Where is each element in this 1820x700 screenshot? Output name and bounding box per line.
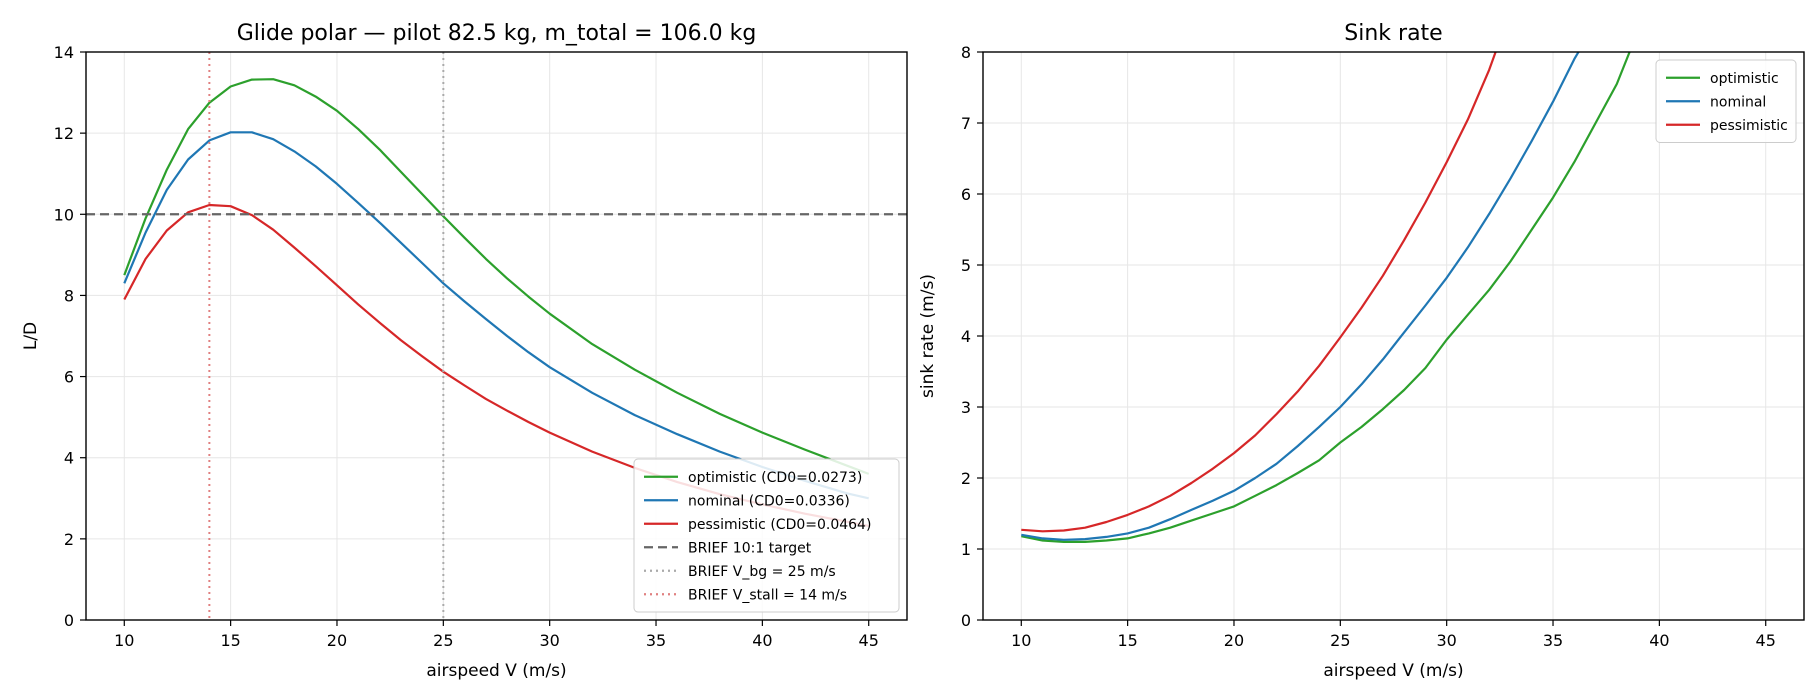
legend-entry: pessimistic <box>1710 118 1788 134</box>
legend-entry: optimistic (CD0=0.0273) <box>688 470 862 486</box>
legend-entry: optimistic <box>1710 71 1779 87</box>
legend-box <box>1655 59 1797 143</box>
x-tick-label: 20 <box>327 631 347 650</box>
y-tick-label: 12 <box>54 124 74 143</box>
glide-polar-chart: 10 15 20 25 30 35 40 45 0 2 4 6 8 10 12 14 Glide polar —… <box>21 21 908 681</box>
y-tick-label: 4 <box>64 449 74 468</box>
x-tick-label: 30 <box>1436 631 1456 650</box>
y-axis-label: L/D <box>21 322 41 350</box>
x-tick-label: 15 <box>1117 631 1137 650</box>
y-tick-label: 8 <box>961 43 971 62</box>
y-tick-label: 3 <box>961 398 971 417</box>
y-tick-label: 0 <box>961 611 971 630</box>
legend-entry: nominal (CD0=0.0336) <box>688 493 850 509</box>
chart-title: Sink rate <box>1344 21 1442 46</box>
axes-frame <box>85 51 908 621</box>
chart-title: Glide polar — pilot 82.5 kg, m_total = 1… <box>237 21 757 46</box>
y-tick-label: 6 <box>64 368 74 387</box>
y-tick-label: 2 <box>64 530 74 549</box>
y-tick-label: 14 <box>54 43 74 62</box>
y-tick-label: 6 <box>961 185 971 204</box>
legend-entry: BRIEF 10:1 target <box>688 540 812 556</box>
x-axis-label: airspeed V (m/s) <box>1323 661 1463 681</box>
series-line <box>1021 52 1631 544</box>
x-tick-label: 45 <box>1756 631 1776 650</box>
legend: optimistic (CD0=0.0273) nominal (CD0=0.03… <box>633 458 900 613</box>
x-tick-label: 40 <box>1649 631 1669 650</box>
series-line <box>1021 52 1580 541</box>
plot-area <box>1021 52 1631 544</box>
x-tick-label: 35 <box>646 631 666 650</box>
legend: optimistic nominal pessimistic <box>1655 59 1797 143</box>
y-tick-label: 8 <box>64 286 74 305</box>
series-line <box>123 131 869 500</box>
x-tick-label: 30 <box>539 631 559 650</box>
x-tick-label: 10 <box>1011 631 1031 650</box>
y-tick-label: 10 <box>54 205 74 224</box>
legend-entry: BRIEF V_stall = 14 m/s <box>688 587 847 603</box>
y-tick-label: 4 <box>961 327 971 346</box>
legend-entry: nominal <box>1710 94 1766 110</box>
y-tick-label: 7 <box>961 114 971 133</box>
y-tick-label: 2 <box>961 469 971 488</box>
series-line <box>1021 52 1497 533</box>
x-tick-label: 10 <box>114 631 134 650</box>
x-tick-label: 15 <box>220 631 240 650</box>
y-tick-label: 1 <box>961 540 971 559</box>
axes-frame <box>982 51 1805 621</box>
x-axis-label: airspeed V (m/s) <box>426 661 566 681</box>
y-tick-label: 0 <box>64 611 74 630</box>
x-tick-label: 40 <box>752 631 772 650</box>
x-tick-label: 20 <box>1224 631 1244 650</box>
y-axis-label: sink rate (m/s) <box>918 274 938 398</box>
x-tick-label: 25 <box>433 631 453 650</box>
legend-box <box>633 458 900 613</box>
legend-entry: BRIEF V_bg = 25 m/s <box>688 564 836 580</box>
x-tick-label: 35 <box>1543 631 1563 650</box>
legend-entry: pessimistic (CD0=0.0464) <box>688 517 871 533</box>
x-tick-label: 25 <box>1330 631 1350 650</box>
series-line <box>123 78 870 475</box>
y-tick-label: 5 <box>961 256 971 275</box>
x-tick-label: 45 <box>859 631 879 650</box>
